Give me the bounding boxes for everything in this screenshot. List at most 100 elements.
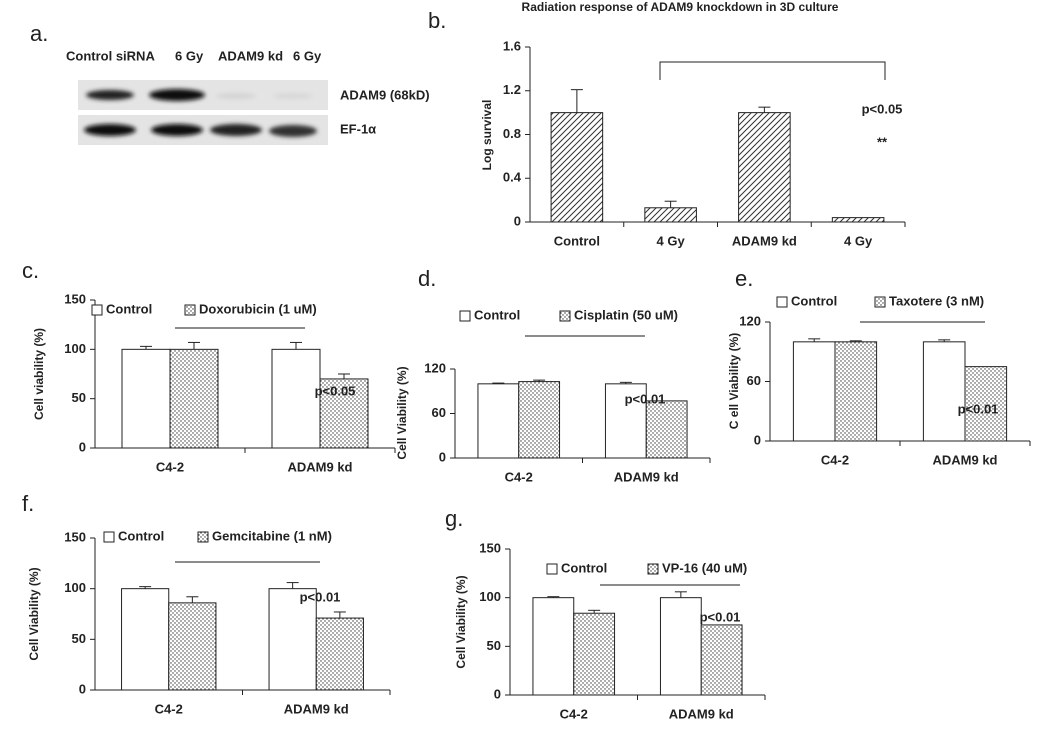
error-bar bbox=[588, 609, 601, 614]
x-tick-label: C4-2 bbox=[505, 469, 533, 484]
y-tick-label: 150 bbox=[479, 540, 501, 555]
y-tick-label: 0 bbox=[79, 439, 86, 454]
error-bar bbox=[188, 341, 200, 350]
bar bbox=[644, 207, 697, 223]
annotation: p<0.01 bbox=[300, 589, 341, 604]
legend-label: Control bbox=[791, 293, 837, 308]
panel-label: f. bbox=[22, 491, 34, 516]
error-bar bbox=[938, 339, 951, 342]
bar bbox=[477, 383, 520, 459]
y-tick-label: 150 bbox=[64, 291, 86, 306]
error-bar bbox=[290, 341, 302, 350]
error-bar bbox=[570, 89, 583, 113]
chart-title: Radiation response of ADAM9 knockdown in… bbox=[522, 0, 839, 14]
legend-swatch bbox=[546, 563, 558, 575]
y-axis-title: C ell Viability (%) bbox=[727, 333, 741, 429]
y-tick-label: 100 bbox=[479, 589, 501, 604]
y-tick-label: 0.8 bbox=[503, 126, 521, 141]
legend-label: Taxotere (3 nM) bbox=[889, 293, 984, 308]
panel-label: g. bbox=[445, 506, 463, 531]
bar bbox=[271, 348, 321, 449]
legend-swatch bbox=[459, 310, 471, 322]
error-bar bbox=[286, 582, 299, 589]
legend-swatch bbox=[874, 296, 886, 308]
chart-panel: f. Cell Viability (%) 0 50 100 150 C4-2 ADAM9 k… bbox=[22, 491, 391, 716]
x-tick-label: ADAM9 kd bbox=[287, 459, 352, 474]
bar bbox=[831, 217, 885, 223]
x-tick-label: ADAM9 kd bbox=[669, 706, 734, 721]
legend-label: Cisplatin (50 uM) bbox=[574, 307, 678, 322]
panel-label: b. bbox=[428, 8, 446, 33]
chart-panel: b. Radiation response of ADAM9 knockdown … bbox=[428, 0, 906, 248]
lane-label: ADAM9 kd bbox=[218, 48, 283, 63]
legend-swatch bbox=[559, 310, 571, 322]
annotation: p<0.01 bbox=[700, 609, 741, 624]
annotation: ** bbox=[877, 134, 888, 149]
error-bar bbox=[664, 200, 677, 208]
legend-swatch bbox=[647, 563, 659, 575]
annotation: p<0.05 bbox=[315, 383, 356, 398]
legend-label: Control bbox=[561, 560, 607, 575]
y-tick-label: 50 bbox=[487, 638, 501, 653]
bar bbox=[738, 112, 791, 223]
y-tick-label: 1.6 bbox=[503, 38, 521, 53]
y-tick-label: 0 bbox=[79, 681, 86, 696]
bar bbox=[169, 348, 219, 449]
x-tick-label: C4-2 bbox=[156, 459, 184, 474]
x-tick-label: ADAM9 kd bbox=[932, 452, 997, 467]
chart-panel: d. Cell Viability (%) 0 60 120 C4-2 ADAM9 kd Co… bbox=[395, 266, 711, 484]
bar bbox=[964, 366, 1008, 442]
y-tick-label: 60 bbox=[432, 405, 446, 420]
bar bbox=[645, 400, 688, 459]
x-tick-label: Control bbox=[554, 233, 600, 248]
y-axis-title: Cell Viability (%) bbox=[395, 366, 409, 459]
panel-label: e. bbox=[735, 266, 753, 291]
western-blot: a. Control siRNA 6 Gy ADAM9 kd 6 Gy ADAM… bbox=[30, 21, 430, 145]
y-axis-title: Cell Viability (%) bbox=[454, 575, 468, 668]
x-tick-label: 4 Gy bbox=[657, 233, 686, 248]
y-tick-label: 120 bbox=[424, 360, 446, 375]
bar bbox=[550, 112, 604, 223]
y-axis-title: Cell viability (%) bbox=[32, 328, 46, 420]
bar bbox=[168, 602, 217, 691]
bar bbox=[834, 341, 878, 442]
error-bar bbox=[492, 382, 505, 384]
x-tick-label: C4-2 bbox=[155, 701, 183, 716]
bar bbox=[659, 597, 702, 696]
y-tick-label: 1.2 bbox=[503, 82, 521, 97]
error-bar bbox=[338, 373, 350, 379]
legend-swatch bbox=[184, 304, 196, 316]
error-bar bbox=[758, 106, 771, 113]
error-bar bbox=[139, 586, 152, 589]
error-bar bbox=[186, 596, 199, 603]
chart-panel: c. Cell viability (%) 0 50 100 150 C4-2 ADAM9 k… bbox=[22, 258, 396, 474]
bar bbox=[268, 588, 317, 691]
bar bbox=[922, 341, 966, 442]
legend-label: Control bbox=[106, 301, 152, 316]
bar bbox=[532, 597, 575, 696]
error-bar bbox=[619, 381, 632, 384]
panel-label: a. bbox=[30, 21, 48, 46]
y-tick-label: 100 bbox=[64, 580, 86, 595]
error-bar bbox=[547, 596, 560, 598]
band-label: EF-1α bbox=[340, 121, 376, 136]
bar bbox=[121, 588, 170, 691]
annotation: p<0.05 bbox=[862, 101, 903, 116]
error-bar bbox=[674, 591, 687, 598]
y-tick-label: 0 bbox=[439, 449, 446, 464]
y-tick-label: 50 bbox=[72, 390, 86, 405]
x-tick-label: 4 Gy bbox=[844, 233, 873, 248]
panel-label: c. bbox=[22, 258, 39, 283]
bands bbox=[84, 89, 317, 137]
x-tick-label: ADAM9 kd bbox=[284, 701, 349, 716]
error-bar bbox=[140, 345, 152, 350]
legend-label: Doxorubicin (1 uM) bbox=[199, 301, 317, 316]
bar bbox=[518, 381, 561, 459]
comparison-bracket bbox=[659, 61, 886, 80]
y-tick-label: 120 bbox=[739, 313, 761, 328]
y-tick-label: 0 bbox=[754, 432, 761, 447]
x-tick-label: C4-2 bbox=[821, 452, 849, 467]
error-bar bbox=[808, 338, 821, 342]
y-tick-label: 0 bbox=[494, 686, 501, 701]
